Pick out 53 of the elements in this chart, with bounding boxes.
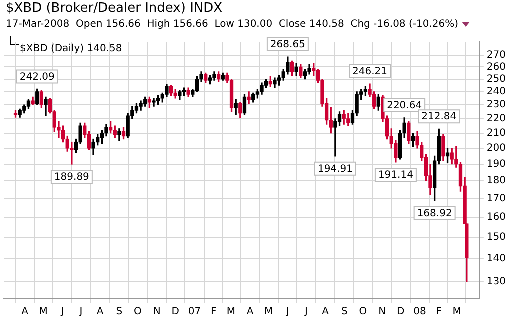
x-tick-label: A (246, 306, 254, 318)
annotation: 189.89 (54, 172, 90, 184)
chart-subtitle: 17-Mar-2008 Open 156.66 High 156.66 Low 130.00 Close 140.58 Chg -16.08 (-10.26%) (6, 19, 459, 30)
y-tick-label: 220 (486, 113, 506, 124)
x-tick-label: M (452, 306, 462, 318)
y-tick-label: 250 (486, 74, 506, 85)
y-tick-label: 230 (486, 100, 506, 111)
x-tick-label: M (226, 306, 236, 318)
y-tick-label: 200 (486, 143, 506, 154)
y-tick-label: 180 (486, 176, 506, 187)
y-tick-label: 140 (486, 253, 506, 264)
x-tick-label: D (172, 306, 180, 318)
x-tick-label: A (322, 306, 330, 318)
y-tick-label: 240 (486, 86, 506, 98)
candlestick (152, 98, 156, 107)
x-tick-label: J (304, 306, 308, 318)
x-tick-label: O (134, 306, 142, 318)
y-tick-label: 210 (486, 128, 506, 139)
x-tick-label: A (22, 306, 29, 318)
x-tick-label: A (96, 306, 104, 318)
x-tick-label: M (264, 306, 274, 318)
x-tick-label: J (285, 306, 290, 318)
y-tick-label: 160 (486, 212, 506, 224)
annotation: 242.09 (20, 72, 55, 83)
annotation: 220.64 (387, 100, 422, 112)
x-tick-label: N (153, 306, 161, 318)
x-tick-label: 07 (188, 306, 202, 318)
y-tick-label: 260 (486, 62, 506, 73)
x-tick-label: N (378, 306, 386, 318)
annotation: 212.84 (422, 112, 457, 123)
x-tick-label: D (397, 306, 406, 318)
annotation: 268.65 (270, 40, 306, 51)
annotation: 194.91 (318, 164, 353, 176)
x-tick-label: J (60, 306, 64, 318)
x-tick-label: 08 (414, 306, 426, 318)
x-tick-label: F (436, 306, 442, 318)
x-tick-label: J (78, 306, 83, 318)
annotation: 246.21 (352, 66, 388, 78)
annotation: 168.92 (417, 208, 452, 220)
annotation: 191.14 (378, 170, 414, 182)
candlestick (247, 92, 251, 104)
chart-title: $XBD (Broker/Dealer Index) INDX (6, 1, 223, 16)
x-tick-label: M (39, 306, 48, 318)
y-tick-label: 130 (486, 276, 506, 288)
y-tick-label: 150 (486, 232, 506, 244)
y-tick-label: 190 (486, 158, 506, 170)
x-tick-label: S (342, 306, 348, 318)
x-tick-label: F (210, 306, 217, 318)
y-tick-label: 270 (486, 50, 506, 62)
x-tick-label: O (359, 306, 368, 318)
x-tick-label: S (116, 306, 123, 318)
y-tick-label: 170 (486, 193, 506, 204)
annotation: $XBD (Daily) 140.58 (20, 44, 122, 55)
